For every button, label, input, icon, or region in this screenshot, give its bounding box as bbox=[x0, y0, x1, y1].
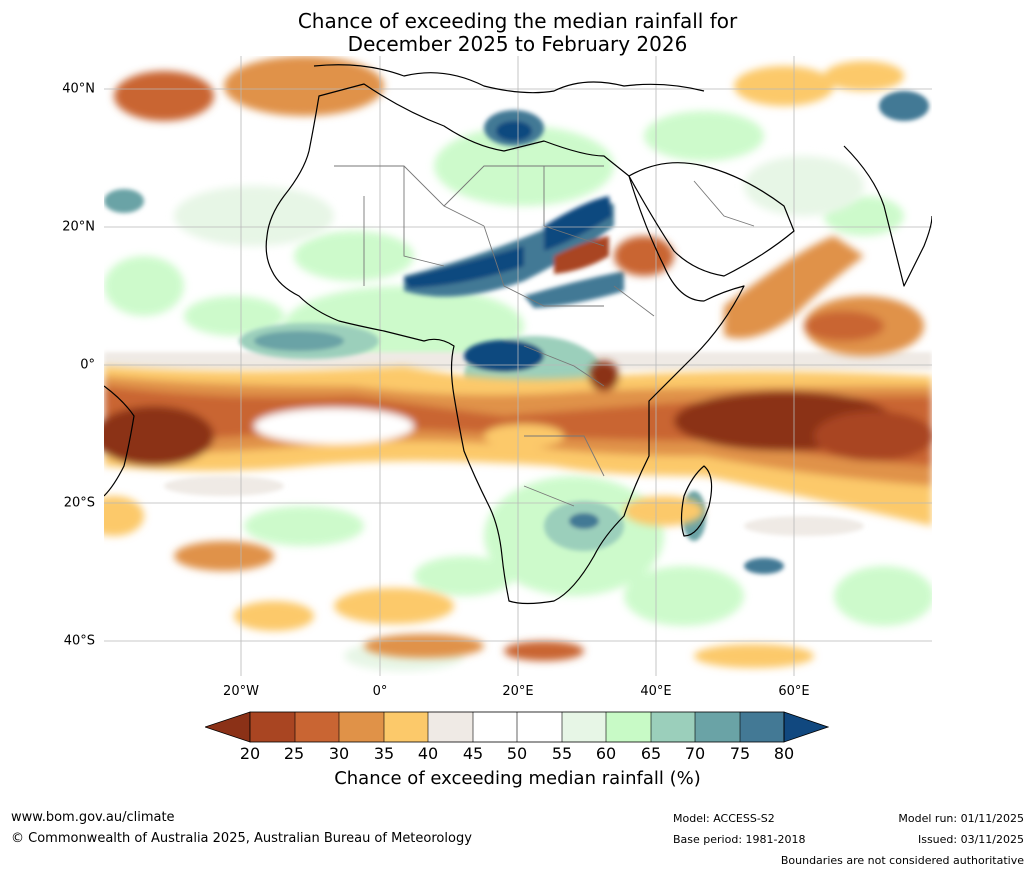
colorbar-30-35 bbox=[339, 712, 384, 742]
title-line-2: December 2025 to February 2026 bbox=[347, 32, 688, 56]
colorbar-tick-20: 20 bbox=[239, 744, 261, 763]
website-link[interactable]: www.bom.gov.au/climate bbox=[11, 810, 175, 825]
very-light-green-regions bbox=[174, 156, 864, 671]
colorbar-tick-70: 70 bbox=[684, 744, 706, 763]
colorbar-45-50 bbox=[473, 712, 517, 742]
graticule bbox=[104, 56, 932, 676]
lat-label-20n: 20°N bbox=[62, 219, 95, 235]
europe-coastline bbox=[313, 64, 705, 94]
rainfall-map bbox=[104, 56, 932, 676]
lat-label-40s: 40°S bbox=[63, 633, 95, 649]
arabia-coastline bbox=[628, 162, 795, 277]
south-america-coastline bbox=[104, 385, 135, 497]
model-name: Model: ACCESS-S2 bbox=[673, 812, 775, 825]
colorbar-20-25 bbox=[250, 712, 295, 742]
issued-date: Issued: 03/11/2025 bbox=[917, 833, 1024, 846]
colorbar-tick-60: 60 bbox=[595, 744, 617, 763]
chart-title: Chance of exceeding the median rainfall … bbox=[0, 10, 1035, 56]
colorbar-tick-30: 30 bbox=[328, 744, 350, 763]
colorbar-60-65 bbox=[606, 712, 651, 742]
southern-dry-patches bbox=[104, 496, 814, 668]
lon-label-20w: 20°W bbox=[223, 684, 259, 699]
title-line-1: Chance of exceeding the median rainfall … bbox=[297, 9, 738, 33]
colorbar-tick-80: 80 bbox=[773, 744, 795, 763]
africa-coastline bbox=[265, 83, 745, 605]
colorbar-tick-75: 75 bbox=[729, 744, 751, 763]
coastlines bbox=[104, 64, 932, 605]
colorbar-55-60 bbox=[562, 712, 606, 742]
colorbar-label: Chance of exceeding median rainfall (%) bbox=[334, 768, 701, 789]
country-borders bbox=[334, 165, 755, 507]
colorbar-below-20 bbox=[205, 711, 251, 743]
model-run-date: Model run: 01/11/2025 bbox=[898, 812, 1024, 825]
colorbar-35-40 bbox=[384, 712, 428, 742]
colorbar-tick-65: 65 bbox=[640, 744, 662, 763]
colorbar-65-70 bbox=[651, 712, 695, 742]
colorbar-tick-40: 40 bbox=[417, 744, 439, 763]
colorbar-70-75 bbox=[695, 712, 740, 742]
colorbar-25-30 bbox=[295, 712, 339, 742]
colorbar-dividers bbox=[294, 712, 741, 742]
colorbar bbox=[205, 711, 829, 743]
lat-label-40n: 40°N bbox=[62, 81, 95, 97]
boundaries-disclaimer: Boundaries are not considered authoritat… bbox=[780, 854, 1024, 867]
lon-label-40e: 40°E bbox=[640, 684, 672, 699]
lon-label-20e: 20°E bbox=[502, 684, 534, 699]
lat-label-20s: 20°S bbox=[63, 495, 95, 511]
colorbar-tick-25: 25 bbox=[283, 744, 305, 763]
colorbar-40-45 bbox=[428, 712, 473, 742]
lon-label-0: 0° bbox=[372, 684, 388, 699]
colorbar-tick-45: 45 bbox=[462, 744, 484, 763]
india-coastline bbox=[843, 145, 932, 287]
colorbar-above-80 bbox=[783, 711, 829, 743]
colorbar-tick-50: 50 bbox=[506, 744, 528, 763]
colorbar-50-55 bbox=[517, 712, 562, 742]
colorbar-tick-35: 35 bbox=[373, 744, 395, 763]
base-period: Base period: 1981-2018 bbox=[673, 833, 806, 846]
lon-label-60e: 60°E bbox=[778, 684, 810, 699]
copyright-text: © Commonwealth of Australia 2025, Austra… bbox=[11, 831, 472, 846]
lat-label-equator: 0° bbox=[80, 357, 95, 373]
madagascar-coastline bbox=[680, 465, 713, 537]
colorbar-tick-55: 55 bbox=[551, 744, 573, 763]
colorbar-75-80 bbox=[740, 712, 784, 742]
